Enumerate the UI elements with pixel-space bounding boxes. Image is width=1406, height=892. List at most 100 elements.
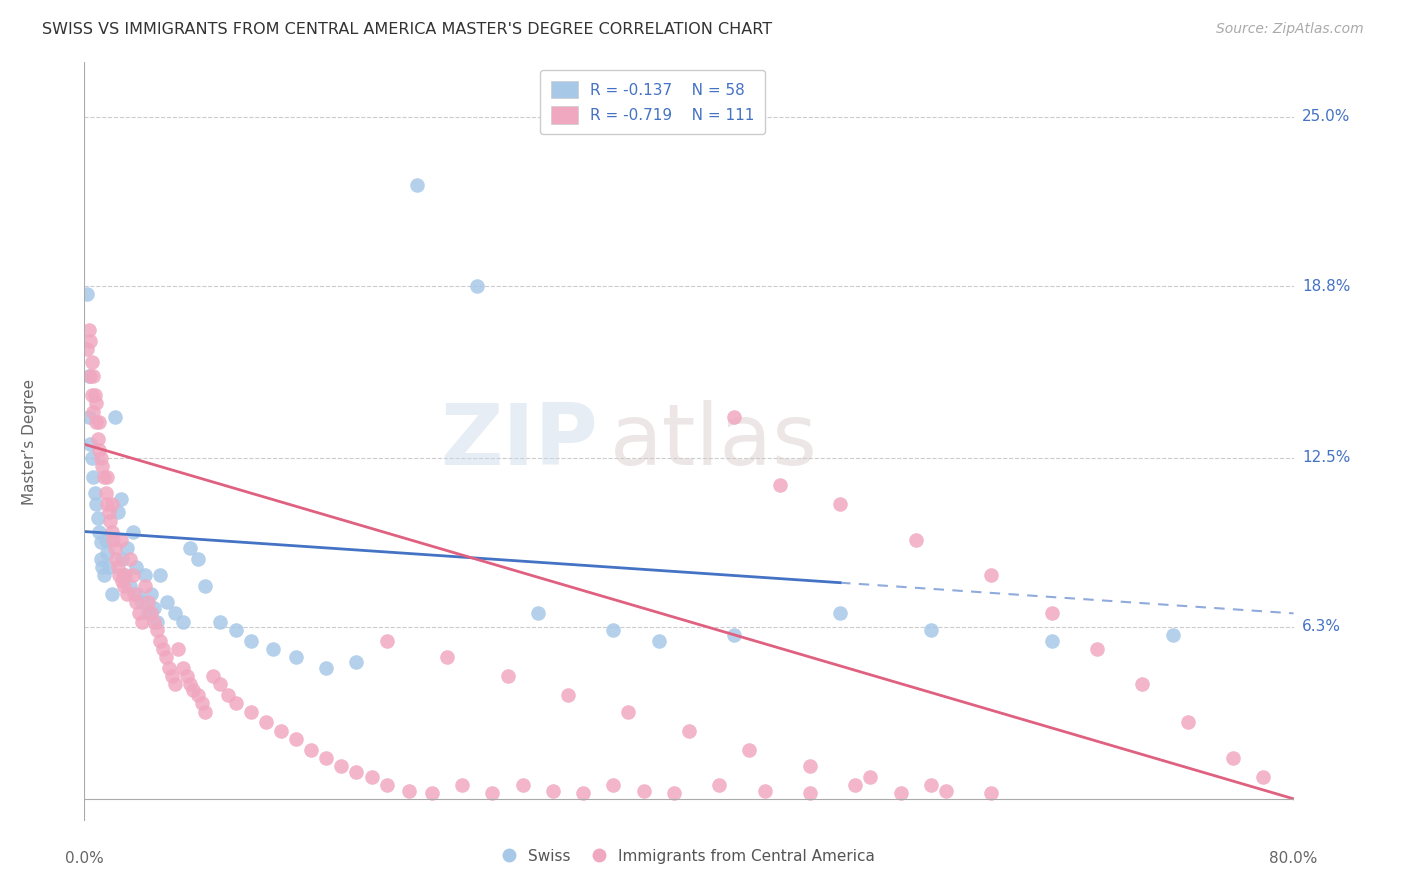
Point <box>110 533 132 547</box>
Point <box>79 369 101 384</box>
Point <box>156 595 179 609</box>
Point <box>648 633 671 648</box>
Point <box>225 623 247 637</box>
Point <box>467 279 489 293</box>
Point <box>602 623 624 637</box>
Point <box>346 764 368 779</box>
Point <box>270 723 292 738</box>
Text: ZIP: ZIP <box>440 400 599 483</box>
Point <box>172 661 194 675</box>
Point <box>77 409 100 424</box>
Point <box>93 568 115 582</box>
Point <box>100 524 122 539</box>
Text: Source: ZipAtlas.com: Source: ZipAtlas.com <box>1216 22 1364 37</box>
Point <box>111 574 134 588</box>
Point <box>406 178 429 193</box>
Point <box>194 579 217 593</box>
Point <box>194 705 217 719</box>
Point <box>122 587 145 601</box>
Point <box>738 743 761 757</box>
Point <box>77 369 100 384</box>
Point <box>115 541 138 555</box>
Point <box>1040 607 1063 621</box>
Point <box>97 505 120 519</box>
Point <box>179 541 201 555</box>
Point <box>398 783 420 797</box>
Point <box>107 505 129 519</box>
Point <box>239 705 262 719</box>
Point <box>136 595 159 609</box>
Point <box>172 615 194 629</box>
Point <box>360 770 382 784</box>
Point <box>920 623 942 637</box>
Text: 80.0%: 80.0% <box>1270 851 1317 866</box>
Point <box>1161 628 1184 642</box>
Point <box>165 677 187 691</box>
Point <box>131 615 153 629</box>
Point <box>139 607 162 621</box>
Point <box>121 568 143 582</box>
Point <box>315 751 337 765</box>
Point <box>496 669 519 683</box>
Point <box>139 587 162 601</box>
Point <box>94 486 117 500</box>
Point <box>146 623 169 637</box>
Point <box>115 587 138 601</box>
Text: 25.0%: 25.0% <box>1302 110 1350 125</box>
Point <box>209 677 232 691</box>
Point <box>79 437 101 451</box>
Point <box>89 524 111 539</box>
Point <box>149 568 172 582</box>
Point <box>1085 641 1108 656</box>
Point <box>769 478 792 492</box>
Point <box>100 497 122 511</box>
Point <box>104 409 127 424</box>
Point <box>209 615 232 629</box>
Point <box>830 497 852 511</box>
Text: 0.0%: 0.0% <box>65 851 104 866</box>
Point <box>125 595 148 609</box>
Point <box>104 541 127 555</box>
Point <box>285 650 308 665</box>
Point <box>799 786 821 800</box>
Point <box>239 633 262 648</box>
Point <box>84 486 107 500</box>
Point <box>98 514 121 528</box>
Point <box>125 560 148 574</box>
Point <box>165 607 187 621</box>
Point <box>346 656 368 670</box>
Point <box>90 535 112 549</box>
Point <box>110 491 132 506</box>
Point <box>101 533 124 547</box>
Point <box>111 551 134 566</box>
Point <box>134 579 156 593</box>
Point <box>678 723 700 738</box>
Point <box>709 778 731 792</box>
Point <box>617 705 640 719</box>
Point <box>254 715 277 730</box>
Point <box>146 615 169 629</box>
Point <box>89 442 111 457</box>
Point <box>662 786 685 800</box>
Point <box>94 533 117 547</box>
Point <box>1177 715 1199 730</box>
Point <box>980 568 1002 582</box>
Point <box>91 560 114 574</box>
Point <box>155 650 177 665</box>
Point <box>980 786 1002 800</box>
Point <box>375 633 398 648</box>
Text: Master’s Degree: Master’s Degree <box>22 378 38 505</box>
Point <box>86 497 108 511</box>
Point <box>1222 751 1244 765</box>
Point <box>451 778 474 792</box>
Point <box>105 551 128 566</box>
Text: SWISS VS IMMIGRANTS FROM CENTRAL AMERICA MASTER'S DEGREE CORRELATION CHART: SWISS VS IMMIGRANTS FROM CENTRAL AMERICA… <box>42 22 772 37</box>
Point <box>76 342 98 356</box>
Point <box>481 786 503 800</box>
Point <box>191 697 214 711</box>
Point <box>572 786 595 800</box>
Point <box>187 688 209 702</box>
Point <box>1040 633 1063 648</box>
Point <box>87 511 110 525</box>
Point <box>82 470 104 484</box>
